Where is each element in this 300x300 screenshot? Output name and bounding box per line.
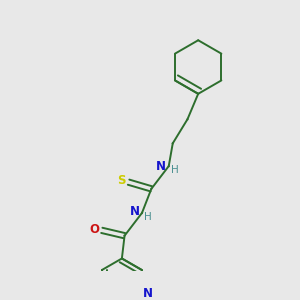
Text: S: S [117,174,125,187]
Text: N: N [130,205,140,218]
Text: O: O [89,223,99,236]
Text: H: H [144,212,152,222]
Text: N: N [156,160,166,172]
Text: H: H [171,165,178,175]
Text: N: N [142,287,152,300]
